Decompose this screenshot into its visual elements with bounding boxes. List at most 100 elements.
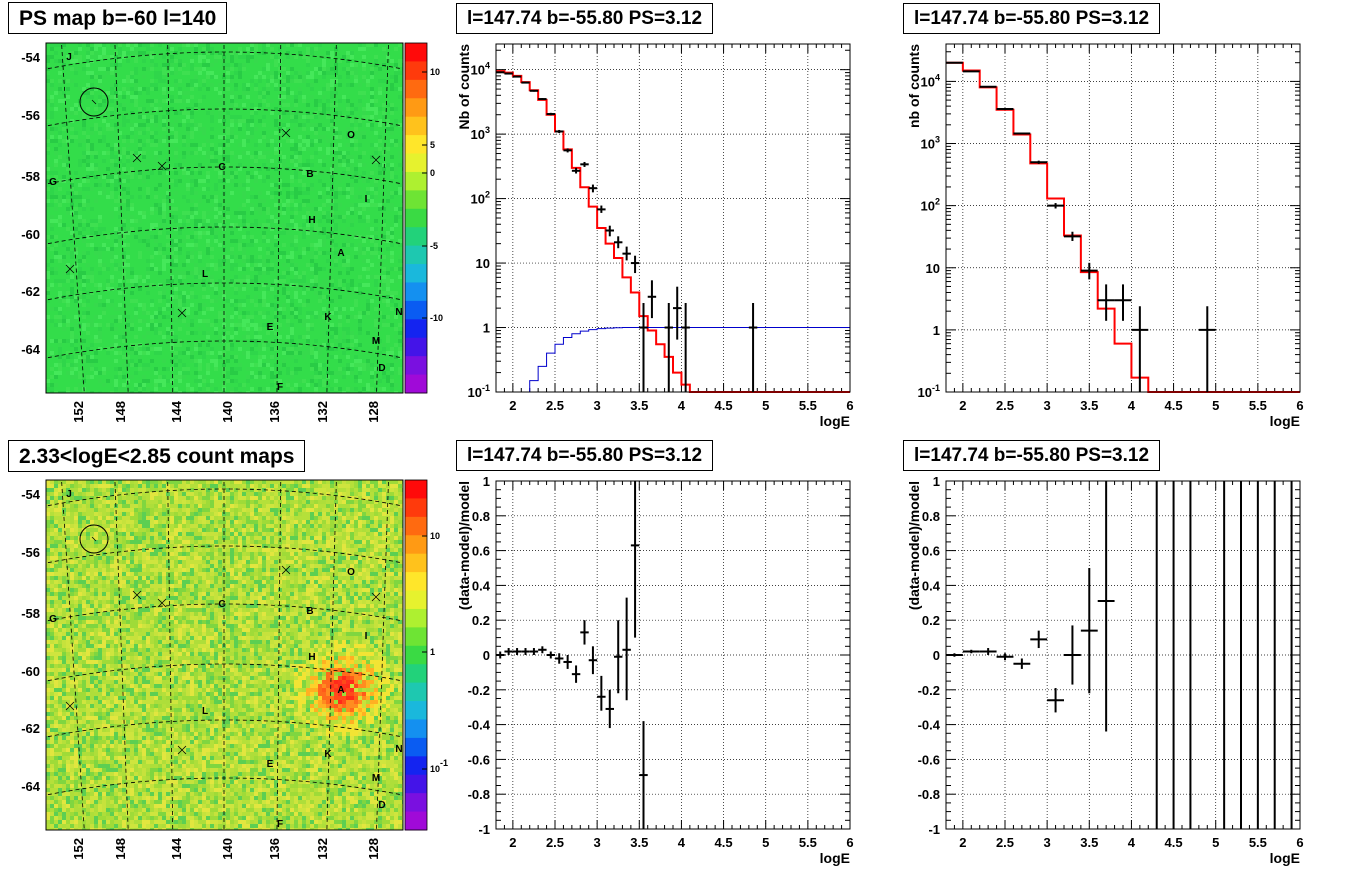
map-pixel [378,327,382,331]
map-pixel [118,335,122,339]
map-pixel [186,171,190,175]
map-pixel [298,387,302,391]
map-pixel [230,59,234,63]
map-pixel [178,504,182,508]
map-pixel [350,508,354,512]
map-pixel [166,199,170,203]
map-pixel [394,139,398,143]
map-pixel [70,512,74,516]
map-pixel [270,504,274,508]
map-pixel [170,67,174,71]
map-pixel [194,492,198,496]
map-pixel [62,123,66,127]
map-pixel [86,307,90,311]
map-pixel [122,267,126,271]
map-pixel [94,339,98,343]
map-pixel [110,155,114,159]
map-pixel [334,484,338,488]
map-pixel [78,271,82,275]
map-pixel [382,508,386,512]
map-pixel [118,151,122,155]
map-pixel [338,143,342,147]
map-pixel [214,488,218,492]
map-pixel [66,139,70,143]
map-pixel [234,391,238,393]
map-pixel [70,335,74,339]
map-pixel [238,391,242,393]
map-pixel [54,151,58,155]
map-pixel [294,267,298,271]
map-pixel [378,63,382,67]
map-pixel [378,287,382,291]
map-pixel [290,480,294,484]
map-pixel [166,367,170,371]
map-pixel [82,516,86,520]
map-pixel [126,135,130,139]
map-pixel [294,115,298,119]
map-pixel [126,516,130,520]
map-pixel [102,508,106,512]
map-pixel [234,87,238,91]
map-pixel [378,67,382,71]
map-pixel [366,484,370,488]
map-pixel [306,135,310,139]
map-pixel [262,75,266,79]
map-pixel [286,379,290,383]
map-pixel [126,243,130,247]
map-pixel [350,335,354,339]
map-pixel [206,51,210,55]
map-pixel [170,251,174,255]
map-pixel [390,191,394,195]
map-pixel [98,215,102,219]
map-pixel [370,227,374,231]
map-pixel [334,111,338,115]
map-pixel [134,311,138,315]
map-pixel [290,179,294,183]
map-pixel [270,139,274,143]
map-pixel [174,163,178,167]
map-pixel [282,159,286,163]
map-pixel [238,307,242,311]
map-pixel [98,231,102,235]
map-pixel [390,347,394,351]
map-pixel [298,275,302,279]
map-pixel [82,283,86,287]
map-pixel [154,99,158,103]
map-pixel [266,267,270,271]
map-pixel [242,119,246,123]
palette-swatch [405,61,427,81]
map-pixel [266,508,270,512]
map-pixel [374,163,378,167]
map-pixel [122,231,126,235]
map-pixel [142,59,146,63]
map-pixel [238,95,242,99]
map-pixel [342,492,346,496]
map-pixel [66,484,70,488]
map-pixel [318,251,322,255]
grid [946,44,1300,392]
map-pixel [254,127,258,131]
map-pixel [90,343,94,347]
map-pixel [210,143,214,147]
map-pixel [174,311,178,315]
map-pixel [210,83,214,87]
map-pixel [246,331,250,335]
map-pixel [54,235,58,239]
map-pixel [106,351,110,355]
map-pixel [362,239,366,243]
map-pixel [170,311,174,315]
map-pixel [170,239,174,243]
map-pixel [366,303,370,307]
map-pixel [190,211,194,215]
map-pixel [250,500,254,504]
map-pixel [154,512,158,516]
map-pixel [78,59,82,63]
map-pixel [310,243,314,247]
map-pixel [286,71,290,75]
map-pixel [186,311,190,315]
map-pixel [278,255,282,259]
map-pixel [378,387,382,391]
map-pixel [298,187,302,191]
map-pixel [314,391,318,393]
map-pixel [130,215,134,219]
